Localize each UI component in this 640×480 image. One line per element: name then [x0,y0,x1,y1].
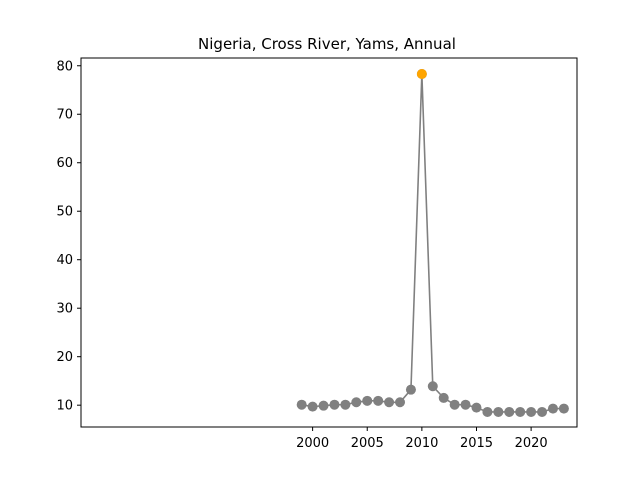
y-tick-label: 40 [56,253,73,268]
data-points [296,69,569,417]
highlight-point-2010 [416,69,427,80]
data-point-2002 [329,399,340,410]
data-point-2015 [471,402,482,413]
x-axis: 2000 2005 2010 2015 2020 [296,427,548,451]
data-point-2012 [438,392,449,403]
y-tick-label: 10 [56,399,73,414]
data-point-2018 [504,406,515,417]
data-point-2005 [362,395,373,406]
data-point-2021 [537,406,548,417]
data-point-2007 [384,397,395,408]
data-point-2017 [493,406,504,417]
data-point-2014 [460,399,471,410]
data-point-2004 [351,397,362,408]
data-point-2023 [558,403,569,414]
x-tick-label: 2005 [351,436,384,451]
y-tick-label: 70 [56,108,73,123]
data-point-2009 [405,384,416,395]
x-tick-label: 2010 [405,436,438,451]
data-point-2016 [482,406,493,417]
x-tick-label: 2000 [296,436,329,451]
x-tick-label: 2020 [515,436,548,451]
data-point-2020 [526,406,537,417]
y-tick-label: 80 [56,59,73,74]
data-point-2006 [373,395,384,406]
data-point-2011 [427,381,438,392]
y-tick-label: 60 [56,156,73,171]
data-point-2019 [515,406,526,417]
y-tick-label: 20 [56,350,73,365]
data-point-2022 [547,403,558,414]
data-point-2008 [395,397,406,408]
data-point-2001 [318,400,329,411]
y-axis: 10 20 30 40 50 60 70 80 [56,59,81,414]
x-tick-label: 2015 [460,436,493,451]
data-point-2003 [340,399,351,410]
data-point-2013 [449,399,460,410]
y-tick-label: 30 [56,302,73,317]
data-point-1999 [296,399,307,410]
chart-title: Nigeria, Cross River, Yams, Annual [198,35,456,53]
data-point-2000 [307,401,318,412]
plot-area-frame [80,57,578,428]
series-line-yams [301,73,564,413]
y-tick-label: 50 [56,205,73,220]
